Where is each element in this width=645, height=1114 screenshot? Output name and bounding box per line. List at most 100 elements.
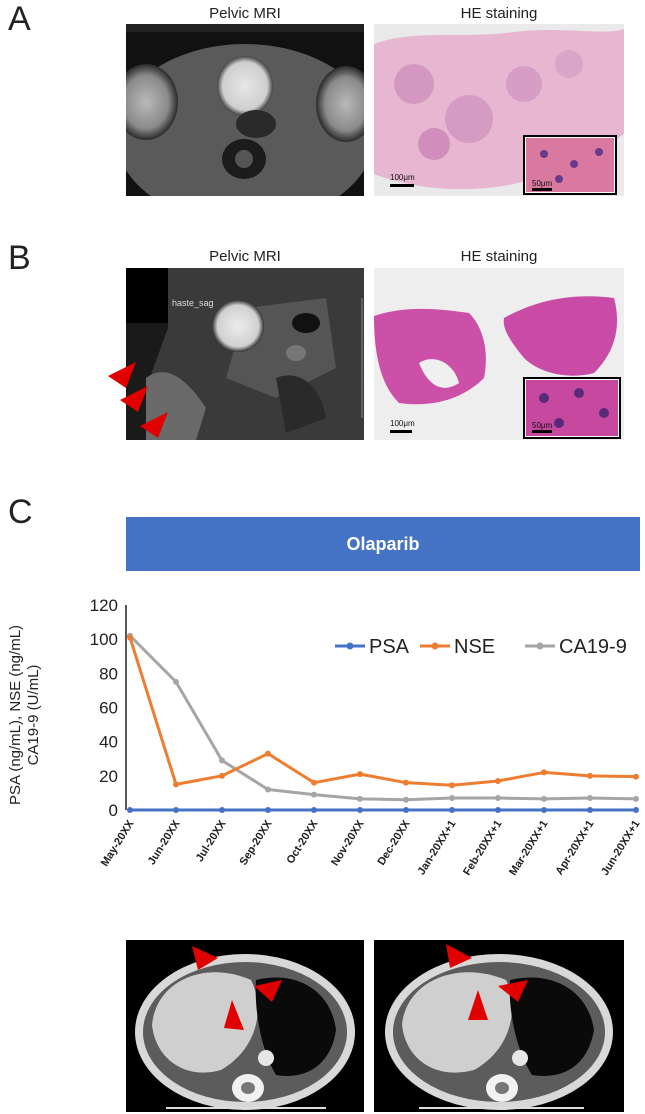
red-arrowhead-icon [140, 412, 168, 438]
red-arrowhead-icon [254, 980, 282, 1002]
y-axis-label-line: PSA (ng/mL), NSE (ng/mL) [7, 625, 24, 805]
data-point [449, 782, 455, 789]
x-tick-label: Jan-20XX+1 [415, 818, 458, 877]
ct-image-right [374, 940, 624, 1112]
panel-a-mri-title: Pelvic MRI [209, 5, 281, 22]
x-tick-label: Jul-20XX [194, 818, 229, 864]
panel-a-mri-graphic [126, 24, 364, 196]
ct-image-left [126, 940, 364, 1112]
ct-left-graphic [135, 954, 355, 1110]
red-arrowhead-icon [108, 362, 136, 388]
data-point [495, 777, 501, 784]
red-arrowhead-icon [446, 944, 472, 968]
legend-label: NSE [454, 636, 495, 658]
y-tick-label: 60 [99, 699, 118, 718]
panel-b-mri-image: haste_sag [126, 268, 364, 440]
data-point [357, 807, 363, 813]
x-tick-label: Sep-20XX [237, 818, 274, 868]
panel-c-letter: C [8, 493, 33, 531]
data-point [357, 795, 363, 802]
chart-legend: PSA NSE CA19-9 [335, 636, 627, 658]
y-tick-label: 120 [90, 596, 118, 615]
data-point [219, 807, 225, 813]
data-point [219, 757, 225, 764]
data-point [495, 795, 501, 802]
panel-b-he-graphic: 100μm 50μm [374, 296, 621, 439]
data-point [173, 781, 179, 788]
ct-right-graphic [385, 954, 613, 1110]
series-line-ca199 [128, 634, 637, 802]
panel-a-he-graphic: 100μm 50μm [374, 29, 624, 195]
y-tick-label: 40 [99, 733, 118, 752]
legend-marker [431, 642, 439, 650]
data-point [633, 773, 639, 780]
data-point [127, 634, 133, 641]
panel-b-sequence-label: haste_sag [172, 298, 214, 308]
legend-label: CA19-9 [559, 636, 627, 658]
red-arrowhead-icon [498, 980, 528, 1002]
data-point [265, 786, 271, 793]
data-point [541, 769, 547, 776]
panel-b-mri-title: Pelvic MRI [209, 248, 281, 265]
y-axis-label: PSA (ng/mL), NSE (ng/mL) CA19-9 (U/mL) [7, 625, 42, 805]
y-tick-label: 20 [99, 767, 118, 786]
data-point [357, 771, 363, 778]
x-tick-label: Mar-20XX+1 [507, 818, 550, 878]
data-point [587, 795, 593, 802]
x-tick-label: Dec-20XX [375, 818, 412, 868]
panel-b-letter: B [8, 239, 31, 277]
y-tick-label: 0 [109, 801, 118, 820]
olaparib-treatment-bar: Olaparib [126, 517, 640, 571]
data-point [403, 807, 409, 813]
data-point [587, 807, 593, 813]
red-arrowhead-icon [224, 1000, 244, 1030]
panel-a-mri-image [126, 24, 364, 196]
y-axis-label-line: CA19-9 (U/mL) [25, 665, 42, 766]
data-point [219, 772, 225, 779]
panel-a-he-title: HE staining [460, 5, 538, 22]
red-arrowhead-icon [192, 946, 218, 970]
data-point [311, 779, 317, 786]
data-point [265, 750, 271, 757]
data-point [449, 807, 455, 813]
data-point [265, 807, 271, 813]
panel-a-scale-main-label: 100μm [390, 173, 415, 182]
x-tick-label: May-20XX [99, 818, 137, 869]
data-point [311, 807, 317, 813]
x-tick-label: Nov-20XX [329, 818, 367, 868]
data-point [403, 779, 409, 786]
data-point [311, 791, 317, 798]
ct-left-arrowheads [192, 946, 282, 1030]
panel-b-scale-inset-bar [532, 430, 552, 433]
y-tick-label: 100 [90, 630, 118, 649]
marker-line-chart: PSA (ng/mL), NSE (ng/mL) CA19-9 (U/mL) 0 2… [7, 596, 643, 878]
ct-right-arrowheads [446, 944, 528, 1020]
data-point [403, 796, 409, 803]
data-point [587, 772, 593, 779]
data-point [173, 807, 179, 813]
data-point [449, 795, 455, 802]
series-layer [127, 632, 639, 813]
data-point [633, 795, 639, 802]
legend-marker [346, 642, 354, 650]
panel-b-he-image: 100μm 50μm [374, 268, 624, 440]
x-tick-label: Feb-20XX+1 [461, 818, 504, 878]
panel-a-scale-inset-bar [532, 188, 552, 191]
red-arrowhead-icon [120, 386, 148, 412]
x-axis-ticks: May-20XX Jun-20XX Jul-20XX Sep-20XX Oct-20XX… [99, 818, 643, 878]
x-tick-label: Oct-20XX [284, 818, 320, 866]
x-tick-label: Jun-20XX [146, 818, 183, 867]
y-tick-label: 80 [99, 664, 118, 683]
legend-marker [536, 642, 544, 650]
panel-a-he-image: 100μm 50μm [374, 24, 624, 196]
panel-b-arrowheads [108, 362, 168, 438]
panel-b-scale-inset-label: 50μm [532, 421, 553, 430]
legend-label: PSA [369, 636, 410, 658]
red-arrowhead-icon [468, 990, 488, 1020]
data-point [541, 807, 547, 813]
panel-a-scale-main-bar [390, 184, 414, 187]
data-point [495, 807, 501, 813]
x-tick-label: Jun-20XX+1 [599, 818, 642, 878]
panel-a-scale-inset-label: 50μm [532, 179, 553, 188]
data-point [633, 807, 639, 813]
